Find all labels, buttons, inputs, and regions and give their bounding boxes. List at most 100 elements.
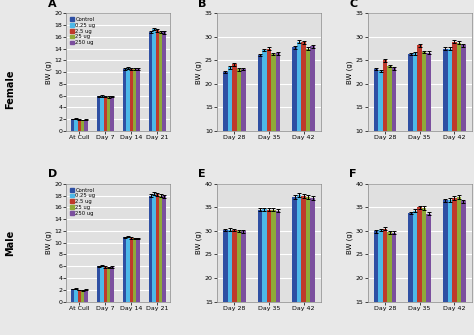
Bar — [163, 32, 166, 131]
Text: D: D — [48, 169, 57, 179]
Bar — [126, 68, 129, 131]
Bar — [81, 290, 84, 302]
Y-axis label: BW (g): BW (g) — [196, 231, 202, 255]
Y-axis label: BW (g): BW (g) — [346, 231, 353, 255]
Text: Male: Male — [5, 230, 16, 256]
Bar — [123, 238, 126, 302]
Bar — [387, 232, 392, 335]
Bar — [104, 97, 107, 131]
Bar — [71, 119, 74, 131]
Bar — [129, 69, 133, 131]
Bar — [267, 49, 271, 178]
Bar — [241, 231, 246, 335]
Bar — [228, 229, 232, 335]
Y-axis label: BW (g): BW (g) — [196, 60, 202, 84]
Bar — [228, 67, 232, 178]
Bar — [97, 266, 100, 302]
Bar — [78, 120, 81, 131]
Bar — [84, 120, 88, 131]
Bar — [137, 239, 140, 302]
Bar — [456, 43, 461, 178]
Legend: Control, 0.25 ug, 2.5 ug, 25 ug, 250 ug: Control, 0.25 ug, 2.5 ug, 25 ug, 250 ug — [69, 16, 97, 46]
Bar — [232, 64, 237, 178]
Bar — [155, 195, 159, 302]
Bar — [276, 53, 280, 178]
Bar — [301, 196, 306, 335]
Bar — [374, 69, 378, 178]
Bar — [301, 42, 306, 178]
Bar — [237, 69, 241, 178]
Bar — [452, 42, 456, 178]
Bar — [387, 66, 392, 178]
Bar — [271, 54, 276, 178]
Bar — [107, 97, 110, 131]
Bar — [413, 211, 418, 335]
Bar — [443, 49, 447, 178]
Bar — [126, 237, 129, 302]
Bar — [297, 195, 301, 335]
Bar — [152, 194, 155, 302]
Bar — [409, 54, 413, 178]
Text: F: F — [349, 169, 356, 179]
Text: Female: Female — [5, 69, 16, 109]
Text: E: E — [198, 169, 206, 179]
Bar — [310, 46, 315, 178]
Y-axis label: BW (g): BW (g) — [346, 60, 353, 84]
Bar — [267, 210, 271, 335]
Bar — [292, 197, 297, 335]
Bar — [383, 228, 387, 335]
Bar — [383, 60, 387, 178]
Bar — [104, 267, 107, 302]
Bar — [155, 30, 159, 131]
Bar — [427, 53, 431, 178]
Bar — [392, 68, 396, 178]
Y-axis label: BW (g): BW (g) — [45, 231, 52, 255]
Bar — [422, 208, 427, 335]
Bar — [107, 267, 110, 302]
Bar — [276, 211, 280, 335]
Bar — [129, 238, 133, 302]
Bar — [258, 210, 262, 335]
Text: A: A — [48, 0, 56, 9]
Bar — [418, 45, 422, 178]
Bar — [237, 231, 241, 335]
Bar — [306, 197, 310, 335]
Bar — [374, 231, 378, 335]
Bar — [378, 71, 383, 178]
Bar — [71, 289, 74, 302]
Bar — [409, 213, 413, 335]
Bar — [74, 119, 78, 131]
Bar — [262, 50, 267, 178]
Bar — [163, 196, 166, 302]
Bar — [447, 49, 452, 178]
Bar — [78, 290, 81, 302]
Bar — [418, 207, 422, 335]
Bar — [159, 32, 163, 131]
Bar — [461, 45, 465, 178]
Text: B: B — [198, 0, 207, 9]
Bar — [271, 210, 276, 335]
Bar — [262, 209, 267, 335]
Y-axis label: BW (g): BW (g) — [45, 60, 52, 84]
Bar — [452, 198, 456, 335]
Bar — [110, 267, 114, 302]
Bar — [378, 230, 383, 335]
Bar — [306, 49, 310, 178]
Bar — [232, 230, 237, 335]
Bar — [223, 230, 228, 335]
Bar — [159, 196, 163, 302]
Bar — [456, 197, 461, 335]
Bar — [443, 200, 447, 335]
Bar — [100, 96, 104, 131]
Bar — [110, 97, 114, 131]
Bar — [310, 198, 315, 335]
Bar — [133, 239, 137, 302]
Bar — [149, 196, 152, 302]
Bar — [258, 55, 262, 178]
Bar — [241, 69, 246, 178]
Bar — [74, 289, 78, 302]
Bar — [81, 120, 84, 131]
Bar — [297, 42, 301, 178]
Bar — [123, 69, 126, 131]
Bar — [422, 52, 427, 178]
